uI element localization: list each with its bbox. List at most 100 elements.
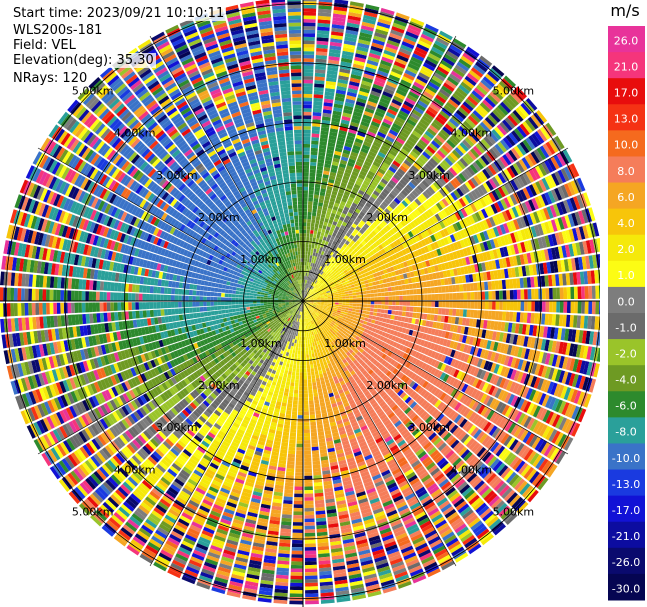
velocity-cell bbox=[303, 251, 306, 255]
velocity-cell bbox=[306, 222, 311, 227]
velocity-cell bbox=[331, 304, 335, 306]
velocity-cell bbox=[328, 59, 340, 65]
velocity-cell bbox=[340, 201, 346, 207]
velocity-cell bbox=[433, 119, 444, 128]
velocity-cell bbox=[380, 124, 390, 132]
velocity-cell bbox=[325, 84, 336, 90]
velocity-cell bbox=[337, 219, 343, 225]
velocity-cell bbox=[445, 301, 450, 308]
velocity-cell bbox=[355, 161, 363, 167]
velocity-cell bbox=[348, 308, 353, 311]
velocity-cell bbox=[419, 223, 427, 231]
velocity-cell bbox=[416, 184, 425, 193]
velocity-cell bbox=[303, 22, 316, 27]
velocity-cell bbox=[487, 164, 497, 176]
velocity-cell bbox=[303, 293, 305, 298]
velocity-cell bbox=[317, 288, 321, 292]
velocity-cell bbox=[349, 298, 353, 301]
velocity-cell bbox=[413, 227, 420, 235]
velocity-cell bbox=[358, 173, 366, 180]
velocity-cell bbox=[469, 283, 475, 291]
velocity-cell bbox=[446, 154, 456, 164]
velocity-cell bbox=[421, 179, 430, 188]
velocity-cell bbox=[362, 164, 371, 171]
velocity-cell bbox=[356, 303, 360, 307]
velocity-cell bbox=[391, 226, 398, 234]
velocity-cell bbox=[306, 364, 311, 369]
velocity-cell bbox=[401, 200, 409, 208]
velocity-cell bbox=[466, 283, 471, 292]
velocity-cell bbox=[365, 220, 372, 227]
velocity-cell bbox=[317, 227, 322, 232]
velocity-cell bbox=[361, 313, 366, 318]
velocity-cell bbox=[470, 292, 475, 300]
velocity-cell bbox=[377, 104, 388, 112]
velocity-cell bbox=[314, 76, 325, 81]
velocity-cell bbox=[371, 42, 384, 50]
velocity-cell bbox=[343, 191, 351, 197]
velocity-cell bbox=[405, 215, 413, 223]
velocity-cell bbox=[418, 215, 426, 223]
velocity-cell bbox=[363, 180, 370, 187]
velocity-cell bbox=[324, 95, 334, 100]
velocity-cell bbox=[324, 285, 328, 289]
velocity-cell bbox=[303, 93, 313, 98]
velocity-cell bbox=[494, 280, 499, 290]
velocity-cell bbox=[376, 225, 383, 232]
velocity-cell bbox=[365, 314, 370, 319]
velocity-cell bbox=[313, 259, 316, 264]
velocity-cell bbox=[311, 244, 315, 249]
velocity-cell bbox=[350, 174, 358, 180]
velocity-cell bbox=[417, 100, 428, 109]
velocity-cell bbox=[359, 220, 366, 226]
velocity-cell bbox=[326, 277, 331, 281]
velocity-cell bbox=[314, 83, 325, 88]
velocity-cell bbox=[445, 293, 450, 300]
velocity-cell bbox=[350, 245, 356, 251]
velocity-cell bbox=[306, 357, 310, 362]
velocity-cell bbox=[312, 453, 320, 458]
velocity-cell bbox=[338, 249, 344, 254]
velocity-cell bbox=[416, 225, 424, 233]
velocity-cell bbox=[366, 154, 375, 161]
velocity-cell bbox=[369, 49, 382, 56]
velocity-cell bbox=[422, 151, 431, 160]
velocity-cell bbox=[398, 212, 405, 220]
velocity-cell bbox=[309, 414, 316, 419]
velocity-cell bbox=[304, 322, 306, 326]
velocity-cell bbox=[502, 137, 513, 149]
velocity-cell bbox=[306, 283, 309, 288]
velocity-cell bbox=[444, 53, 457, 64]
velocity-cell bbox=[303, 111, 312, 116]
velocity-cell bbox=[303, 140, 311, 145]
velocity-cell bbox=[398, 285, 403, 291]
velocity-cell bbox=[369, 124, 379, 131]
velocity-cell bbox=[304, 318, 306, 323]
velocity-cell bbox=[377, 292, 382, 297]
velocity-cell bbox=[462, 78, 475, 89]
velocity-cell bbox=[455, 175, 464, 185]
velocity-cell bbox=[487, 281, 492, 290]
velocity-cell bbox=[404, 69, 417, 78]
velocity-cell bbox=[313, 230, 318, 235]
velocity-cell bbox=[381, 220, 388, 227]
velocity-cell bbox=[381, 94, 392, 102]
velocity-cell bbox=[347, 132, 356, 138]
velocity-cell bbox=[306, 226, 311, 230]
velocity-cell bbox=[353, 211, 359, 217]
velocity-cell bbox=[303, 8, 317, 13]
velocity-cell bbox=[310, 286, 314, 290]
velocity-cell bbox=[399, 295, 403, 301]
velocity-cell bbox=[447, 181, 456, 191]
velocity-cell bbox=[344, 271, 350, 276]
velocity-cell bbox=[308, 289, 312, 293]
velocity-cell bbox=[320, 188, 326, 193]
velocity-cell bbox=[331, 164, 338, 170]
velocity-cell bbox=[452, 38, 467, 49]
velocity-cell bbox=[422, 62, 436, 72]
velocity-cell bbox=[359, 211, 366, 217]
velocity-cell bbox=[413, 295, 418, 301]
velocity-cell bbox=[315, 276, 319, 280]
velocity-cell bbox=[391, 286, 396, 291]
velocity-cell bbox=[499, 156, 509, 168]
